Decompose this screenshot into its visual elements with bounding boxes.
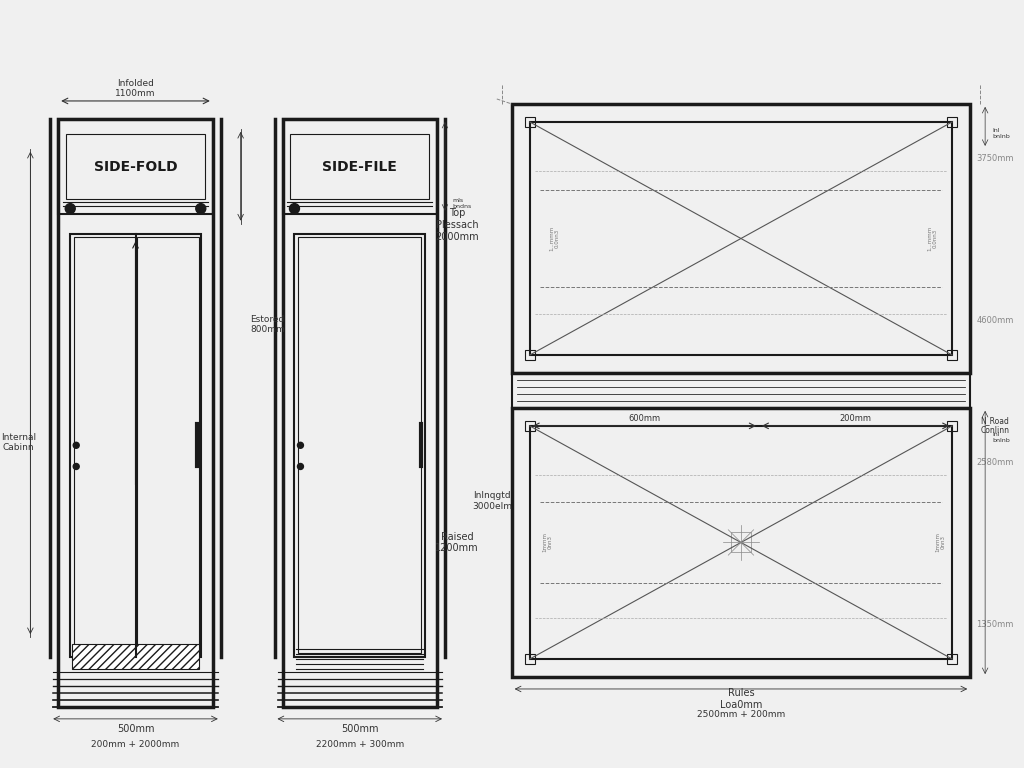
Bar xyxy=(529,122,952,355)
Text: Inlnqgtd
3000elm: Inlnqgtd 3000elm xyxy=(472,492,512,511)
Text: 200mm: 200mm xyxy=(840,414,871,423)
Circle shape xyxy=(74,442,79,449)
Bar xyxy=(137,237,199,653)
Bar xyxy=(291,134,429,199)
Circle shape xyxy=(290,204,299,214)
Text: 1mmm
0nn3: 1mmm 0nn3 xyxy=(935,532,946,552)
Text: Infolded
1100mm: Infolded 1100mm xyxy=(116,78,156,98)
Text: 2200mm + 300mm: 2200mm + 300mm xyxy=(315,740,403,750)
Text: mls
bndns: mls bndns xyxy=(452,198,471,209)
Circle shape xyxy=(66,204,75,214)
Bar xyxy=(512,373,970,408)
Circle shape xyxy=(297,463,303,469)
Text: 1mmm
0nn3: 1mmm 0nn3 xyxy=(543,532,553,552)
Bar xyxy=(74,237,135,653)
Text: 2580mm: 2580mm xyxy=(977,458,1014,467)
Bar xyxy=(947,350,957,360)
Bar xyxy=(58,119,213,214)
Bar xyxy=(947,421,957,431)
Bar xyxy=(67,134,205,199)
Bar xyxy=(283,119,437,214)
Text: 500mm: 500mm xyxy=(117,723,155,734)
Bar xyxy=(524,654,535,664)
Text: Internal
Cabinn: Internal Cabinn xyxy=(1,432,36,452)
Bar xyxy=(524,421,535,431)
Text: SIDE-FILE: SIDE-FILE xyxy=(323,160,397,174)
Text: Top
Plessach
2000mm: Top Plessach 2000mm xyxy=(435,208,479,242)
Text: 1...mmm
0.0nn3: 1...mmm 0.0nn3 xyxy=(549,226,560,251)
Bar xyxy=(947,654,957,664)
Bar xyxy=(512,408,970,677)
Circle shape xyxy=(74,463,79,469)
Text: 200mm + 2000mm: 200mm + 2000mm xyxy=(91,740,179,750)
Bar xyxy=(71,233,201,657)
Text: 600mm: 600mm xyxy=(628,414,660,423)
Text: lnl
bnlnb: lnl bnlnb xyxy=(992,432,1010,443)
Bar xyxy=(298,237,421,653)
Text: lnl
bnlnb: lnl bnlnb xyxy=(992,128,1010,139)
Circle shape xyxy=(196,204,206,214)
Bar xyxy=(295,233,425,657)
Bar xyxy=(512,104,970,373)
Bar xyxy=(731,532,751,552)
Bar xyxy=(524,350,535,360)
Text: 1350mm: 1350mm xyxy=(977,620,1014,628)
Circle shape xyxy=(297,442,303,449)
Bar xyxy=(524,117,535,127)
Bar xyxy=(58,119,213,707)
Text: 1...mmm
0.0nn3: 1...mmm 0.0nn3 xyxy=(927,226,938,251)
Text: Raised
1200mm: Raised 1200mm xyxy=(435,531,479,553)
Bar xyxy=(73,644,199,669)
Bar xyxy=(283,119,437,707)
Text: Rules
Loa0mm: Rules Loa0mm xyxy=(720,688,762,710)
Bar xyxy=(529,426,952,659)
Text: SIDE-FOLD: SIDE-FOLD xyxy=(93,160,177,174)
Text: 2500mm + 200mm: 2500mm + 200mm xyxy=(697,710,785,720)
Text: 500mm: 500mm xyxy=(341,723,379,734)
Text: 4600mm: 4600mm xyxy=(977,316,1014,325)
Bar xyxy=(947,117,957,127)
Text: Estored
800mm: Estored 800mm xyxy=(250,315,285,334)
Text: N_Road
Conlinn: N_Road Conlinn xyxy=(981,416,1010,435)
Text: 3750mm: 3750mm xyxy=(976,154,1014,163)
